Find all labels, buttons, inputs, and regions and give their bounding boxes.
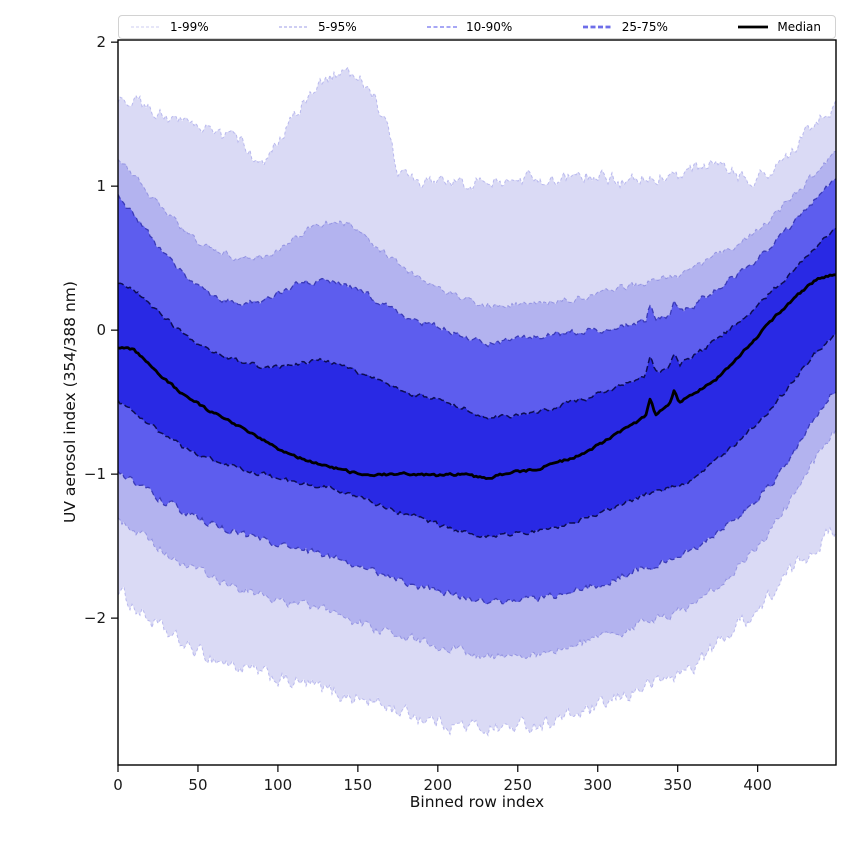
x-tick-label: 250 [503, 776, 532, 794]
x-tick-label: 300 [583, 776, 612, 794]
x-tick-label: 350 [663, 776, 692, 794]
legend-item-median: Median [736, 20, 821, 34]
y-axis-title: UV aerosol index (354/388 nm) [61, 281, 79, 523]
x-tick-label: 400 [743, 776, 772, 794]
percentile-line-p25 [118, 333, 836, 539]
y-tick-label: −2 [84, 609, 106, 627]
y-tick-label: 2 [96, 33, 106, 51]
y-tick-label: 0 [96, 321, 106, 339]
legend-line-swatch [738, 25, 769, 29]
legend-label: 10-90% [466, 20, 513, 34]
legend-line-swatch [279, 26, 310, 28]
x-tick-label: 100 [264, 776, 293, 794]
x-tick-label: 200 [424, 776, 453, 794]
legend-item-1-99-: 1-99% [129, 20, 209, 34]
plot-area [118, 66, 836, 737]
median-line [118, 273, 836, 480]
legend-line-swatch [582, 25, 613, 29]
percentile-line-p90 [118, 178, 836, 348]
axes-spines [117, 39, 837, 766]
percentile-line-p75 [118, 227, 836, 420]
y-tick-label: −1 [84, 465, 106, 483]
x-tick-label: 0 [113, 776, 123, 794]
x-tick-label: 50 [188, 776, 207, 794]
percentile-line-p99 [118, 66, 836, 192]
band-fill-25-75% [118, 228, 836, 538]
legend-label: 25-75% [621, 20, 668, 34]
legend-item-10-90-: 10-90% [425, 20, 512, 34]
x-tick-label: 150 [344, 776, 373, 794]
legend-line-swatch [131, 26, 161, 28]
legend-line-swatch [427, 26, 458, 28]
legend: 1-99% 5-95% 10-90% 25-75% Median [118, 15, 836, 39]
legend-label: 5-95% [318, 20, 357, 34]
percentile-line-p95 [118, 150, 836, 310]
x-axis-title: Binned row index [409, 793, 545, 811]
legend-item-5-95-: 5-95% [277, 20, 357, 34]
percentile-line-p5 [118, 428, 836, 660]
legend-label: Median [777, 20, 821, 34]
legend-item-25-75-: 25-75% [581, 20, 668, 34]
percentile-line-p10 [118, 391, 836, 605]
percentile-line-p1 [118, 526, 836, 737]
legend-label: 1-99% [170, 20, 209, 34]
band-fill-10-90% [118, 178, 836, 605]
y-tick-label: 1 [96, 177, 106, 195]
